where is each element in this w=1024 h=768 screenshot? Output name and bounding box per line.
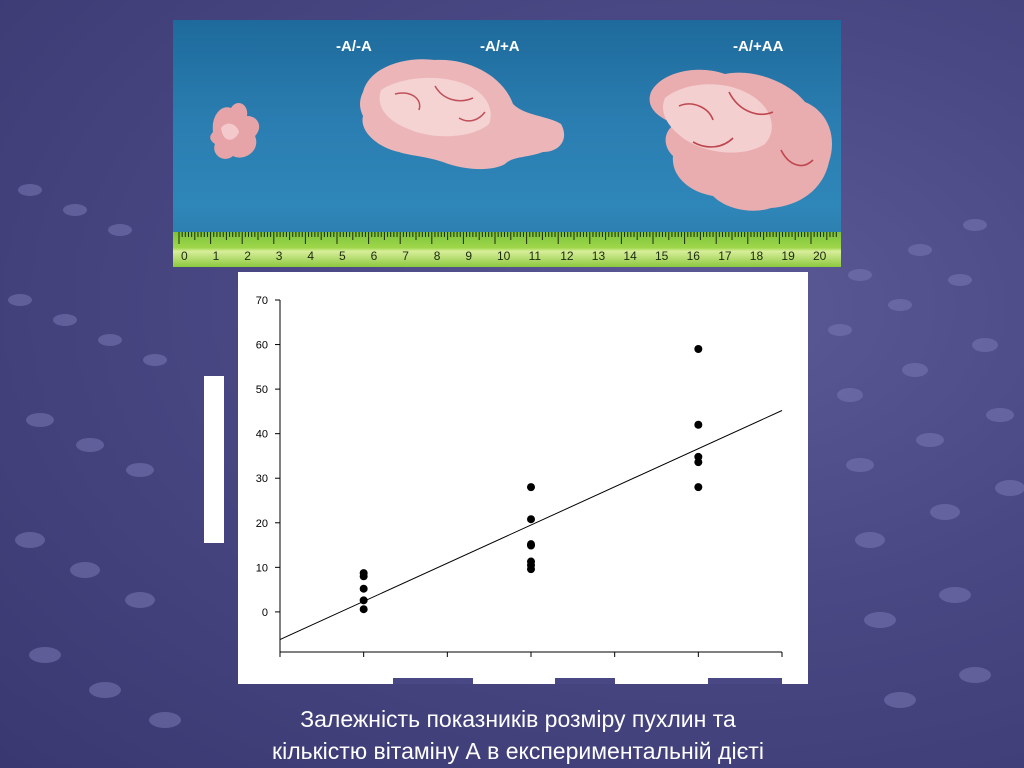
ruler-number: 17 bbox=[718, 249, 732, 263]
label-gap bbox=[555, 678, 615, 684]
group-label-minus-a-minus-a: -A/-A bbox=[336, 38, 372, 55]
ruler-number: 20 bbox=[813, 249, 827, 263]
data-point bbox=[694, 483, 703, 492]
tumor-specimens bbox=[210, 59, 832, 211]
label-gap bbox=[393, 678, 473, 684]
data-point bbox=[359, 596, 368, 605]
ruler-number: 16 bbox=[687, 249, 701, 263]
data-point bbox=[527, 483, 535, 492]
y-tick-label: 70 bbox=[256, 295, 268, 307]
data-point bbox=[359, 584, 368, 593]
group-label-minus-a-plus-a: -A/+A bbox=[480, 38, 520, 55]
y-tick-label: 10 bbox=[256, 562, 268, 574]
ruler-number: 13 bbox=[592, 249, 606, 263]
ruler-number: 5 bbox=[339, 249, 346, 263]
chart-plot: 0 10 20 30 40 50 60 70 bbox=[256, 295, 783, 684]
ruler-number: 12 bbox=[560, 249, 574, 263]
tumor-medium bbox=[360, 59, 565, 170]
y-tick-label: 60 bbox=[256, 340, 268, 352]
side-label-placeholder bbox=[204, 376, 224, 543]
scatter-chart: 0 10 20 30 40 50 60 70 bbox=[238, 272, 808, 684]
y-tick-label: 30 bbox=[256, 473, 268, 485]
y-tick-label: 50 bbox=[256, 384, 268, 396]
data-point bbox=[527, 565, 535, 574]
regression-line bbox=[279, 410, 783, 640]
data-point bbox=[527, 541, 535, 550]
data-point bbox=[694, 420, 703, 429]
ruler-number: 4 bbox=[307, 249, 314, 263]
slide-caption: Залежність показників розміру пухлин та … bbox=[200, 703, 836, 767]
caption-line-2: кількістю вітаміну А в експериментальній… bbox=[272, 738, 764, 764]
caption-line-1: Залежність показників розміру пухлин та bbox=[300, 706, 736, 732]
y-tick-label: 40 bbox=[256, 429, 268, 441]
ruler-number: 3 bbox=[276, 249, 283, 263]
y-tick-label: 0 bbox=[262, 607, 268, 619]
ruler-number: 7 bbox=[402, 249, 409, 263]
ruler-scale: 012345678910111213141516171819202 bbox=[178, 232, 837, 263]
data-point bbox=[527, 515, 535, 524]
ruler-number: 1 bbox=[213, 249, 220, 263]
data-point bbox=[694, 458, 703, 467]
label-gap bbox=[708, 678, 782, 684]
tumor-photo: -A/-A -A/+A -A/+AA 0 1 2 3 4 5 6 7 8 9 10 11 12 13 14 1… bbox=[173, 20, 841, 267]
ruler-number: 0 bbox=[181, 249, 188, 263]
ruler-number: 19 bbox=[781, 249, 795, 263]
ruler-number: 9 bbox=[465, 249, 472, 263]
ruler-number: 15 bbox=[655, 249, 669, 263]
ruler-number: 8 bbox=[434, 249, 441, 263]
ruler-number: 10 bbox=[497, 249, 511, 263]
ruler-number: 2 bbox=[244, 249, 251, 263]
data-point bbox=[359, 605, 368, 614]
ruler-number: 11 bbox=[529, 249, 542, 263]
y-tick-label: 20 bbox=[256, 518, 268, 530]
data-point bbox=[359, 572, 368, 581]
ruler-number: 18 bbox=[750, 249, 764, 263]
tumor-small bbox=[210, 102, 260, 159]
ruler-number: 14 bbox=[623, 249, 637, 263]
measuring-ruler: 012345678910111213141516171819202 bbox=[173, 232, 841, 267]
ruler-number: 6 bbox=[371, 249, 378, 263]
group-label-minus-a-plus-aa: -A/+AA bbox=[733, 38, 784, 55]
tumor-large bbox=[649, 69, 832, 211]
data-point bbox=[694, 345, 703, 354]
